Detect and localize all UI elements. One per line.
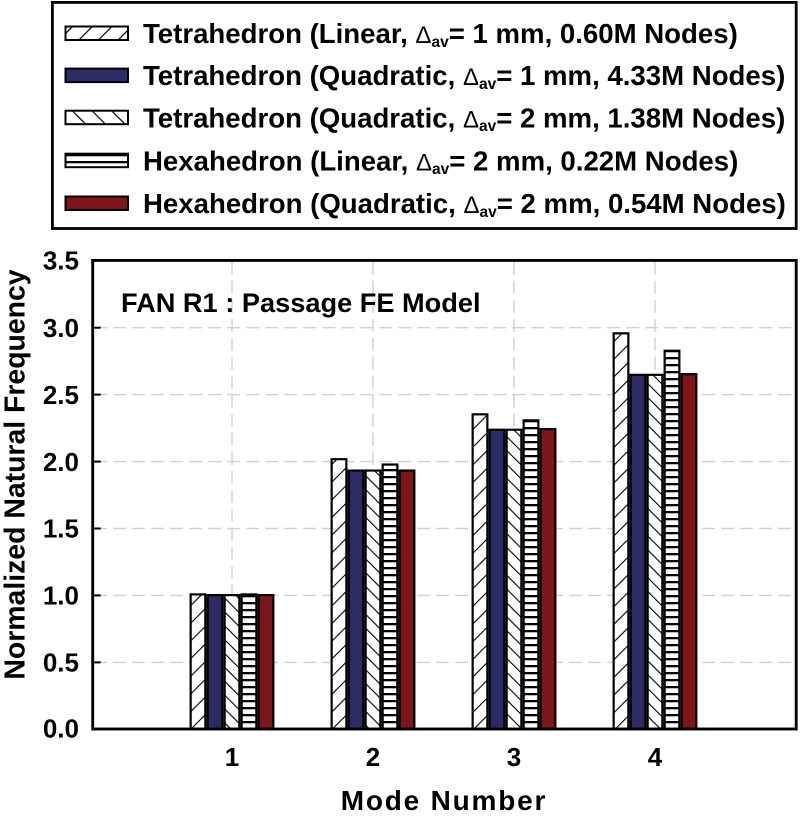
svg-text:3: 3 bbox=[507, 742, 521, 772]
svg-text:1: 1 bbox=[225, 742, 239, 772]
svg-text:2: 2 bbox=[366, 742, 380, 772]
svg-text:0.5: 0.5 bbox=[43, 648, 79, 678]
svg-text:3.0: 3.0 bbox=[43, 313, 79, 343]
svg-text:1.0: 1.0 bbox=[43, 581, 79, 611]
svg-text:3.5: 3.5 bbox=[43, 246, 79, 276]
svg-text:2.5: 2.5 bbox=[43, 380, 79, 410]
svg-text:0.0: 0.0 bbox=[43, 713, 79, 743]
svg-text:Hexahedron (Quadratic, Δav= 2: Hexahedron (Quadratic, Δav= 2 mm, 0.54M … bbox=[143, 188, 786, 221]
svg-text:Mode Number: Mode Number bbox=[341, 785, 547, 812]
svg-text:Normalized Natural Frequency: Normalized Natural Frequency bbox=[0, 269, 32, 679]
svg-text:4: 4 bbox=[648, 742, 663, 772]
svg-text:Tetrahedron (Quadratic, Δav= 1: Tetrahedron (Quadratic, Δav= 1 mm, 4.33M… bbox=[143, 60, 785, 93]
svg-text:Tetrahedron (Quadratic, Δav= 2: Tetrahedron (Quadratic, Δav= 2 mm, 1.38M… bbox=[143, 102, 785, 135]
svg-text:1.5: 1.5 bbox=[43, 514, 79, 544]
svg-text:2.0: 2.0 bbox=[43, 447, 79, 477]
svg-text:FAN R1 : Passage FE Model: FAN R1 : Passage FE Model bbox=[121, 287, 481, 318]
